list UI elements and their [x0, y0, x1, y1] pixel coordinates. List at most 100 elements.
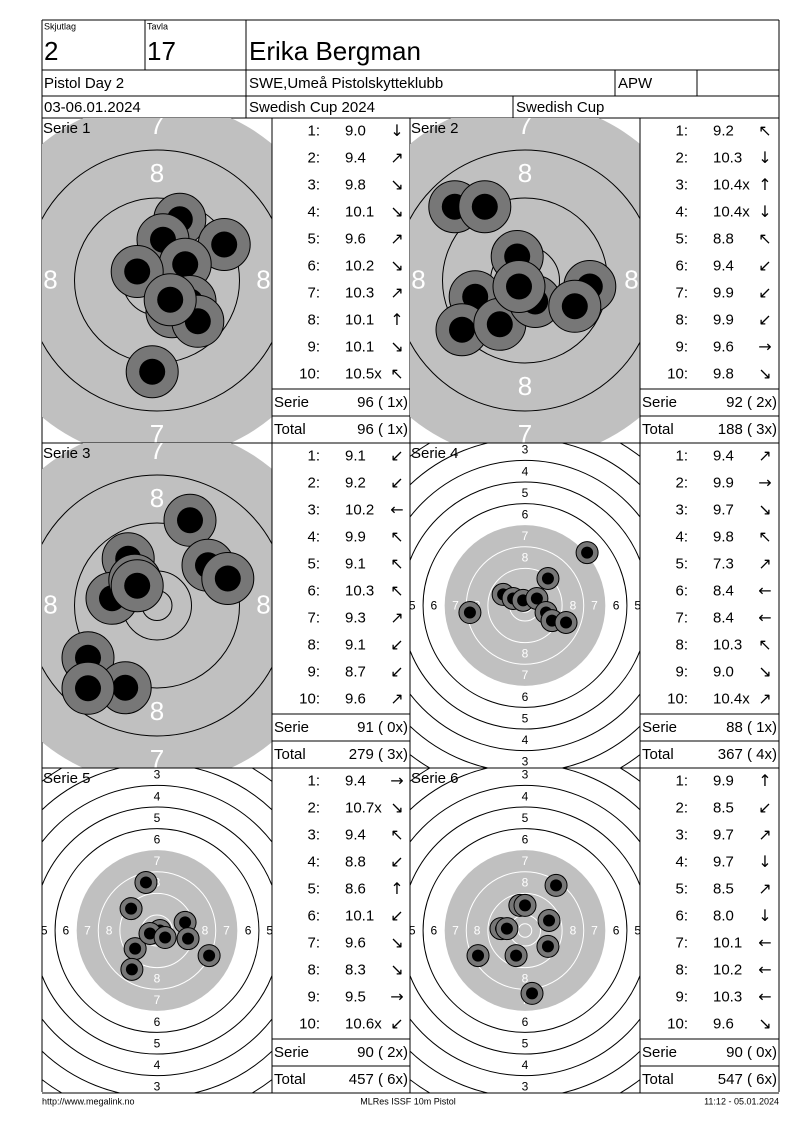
ring-label: 8	[522, 551, 529, 565]
shot-direction: ↘	[390, 798, 403, 817]
shot-score: 9.4	[713, 257, 734, 274]
total-score: 457 ( 6x)	[349, 1071, 408, 1088]
shot-score: 10.4x	[713, 203, 750, 220]
serie-score: 90 ( 2x)	[357, 1044, 408, 1061]
hit-inner	[526, 987, 539, 1000]
shot-score: 9.9	[713, 284, 734, 301]
hit-inner	[75, 675, 101, 702]
shot-score: 9.4	[345, 772, 366, 789]
shot-direction: ↖	[390, 554, 403, 573]
shot-number: 8:	[307, 961, 320, 978]
serie-label: Serie	[642, 719, 677, 736]
shot-direction: ↖	[758, 527, 771, 546]
serie-score: 92 ( 2x)	[726, 394, 777, 411]
hit-inner	[530, 592, 543, 605]
shot-score: 9.9	[345, 528, 366, 545]
total-label: Total	[274, 1071, 306, 1088]
ring-label: 8	[150, 696, 164, 726]
ring-label: 3	[522, 1080, 529, 1094]
target: 77778888Serie 3	[42, 443, 272, 768]
date: 03-06.01.2024	[44, 99, 141, 116]
shot-number: 8:	[675, 961, 688, 978]
ring-label: 5	[522, 811, 529, 825]
hit-inner	[561, 293, 588, 320]
shot-number: 1:	[307, 772, 320, 789]
shot-score: 9.9	[713, 311, 734, 328]
ring-label: 4	[522, 789, 529, 803]
hit-inner	[581, 546, 594, 559]
ring-label: 6	[613, 924, 620, 938]
skjutlag-label: Skjutlag	[44, 21, 76, 31]
ring-label: 5	[634, 924, 641, 938]
hit-inner	[159, 931, 172, 944]
ring-label: 4	[522, 1058, 529, 1072]
ring-label: 8	[518, 158, 532, 188]
shot-score: 10.4x	[713, 690, 750, 707]
shot-number: 7:	[307, 609, 320, 626]
shot-number: 4:	[307, 528, 320, 545]
shot-score: 10.3	[345, 284, 374, 301]
hit-inner	[112, 674, 139, 701]
shot-direction: ←	[758, 987, 771, 1006]
shot-direction: ↙	[758, 798, 771, 817]
shot-number: 3:	[675, 501, 688, 518]
ring-label: 7	[452, 924, 459, 938]
ring-label: 8	[256, 589, 270, 619]
ring-label: 8	[411, 264, 425, 294]
target: 333344445555666677778888Serie 6	[410, 768, 641, 1094]
hit-inner	[472, 949, 485, 962]
hit-inner	[157, 286, 184, 313]
shot-direction: ↓	[758, 202, 771, 221]
ring-label: 7	[522, 529, 529, 543]
ring-label: 8	[522, 972, 529, 986]
ring-label: 4	[154, 1058, 161, 1072]
shot-number: 4:	[675, 203, 688, 220]
shot-direction: ↘	[390, 933, 403, 952]
ring	[422, 828, 628, 1033]
shooter-name: Erika Bergman	[249, 36, 421, 66]
shot-number: 1:	[307, 447, 320, 464]
shot-direction: ←	[758, 960, 771, 979]
shot-score: 9.0	[713, 663, 734, 680]
ring-label: 6	[522, 690, 529, 704]
shot-number: 7:	[675, 609, 688, 626]
shot-number: 2:	[675, 149, 688, 166]
ring-label: 8	[106, 924, 113, 938]
shot-number: 5:	[307, 880, 320, 897]
shot-number: 2:	[307, 149, 320, 166]
shot-direction: ↖	[390, 364, 403, 383]
ring-label: 7	[591, 924, 598, 938]
hit-inner	[125, 902, 138, 915]
shot-direction: ↘	[758, 500, 771, 519]
shot-score: 10.6x	[345, 1015, 382, 1032]
shot-score: 10.2	[345, 501, 374, 518]
shot-number: 2:	[307, 474, 320, 491]
shot-direction: ↓	[758, 906, 771, 925]
ring-label: 6	[63, 924, 70, 938]
shot-score: 10.1	[713, 934, 742, 951]
shot-direction: ↙	[390, 906, 403, 925]
ring	[410, 149, 640, 412]
shot-score: 9.2	[713, 122, 734, 139]
shot-number: 3:	[307, 176, 320, 193]
shot-number: 1:	[675, 772, 688, 789]
hit-inner	[125, 963, 138, 976]
hit-inner	[462, 283, 489, 310]
total-label: Total	[274, 746, 306, 763]
shot-direction: ↘	[390, 202, 403, 221]
shot-score: 9.6	[345, 230, 366, 247]
shot-direction: ↗	[758, 554, 771, 573]
hit-inner	[560, 616, 573, 629]
shot-direction: ↗	[758, 689, 771, 708]
shot-number: 3:	[675, 176, 688, 193]
shot-number: 10:	[667, 1015, 688, 1032]
target: 333344445555666677778888Serie 4	[410, 443, 640, 768]
shot-direction: ↑	[758, 175, 771, 194]
ring-label: 8	[43, 589, 57, 619]
serie-label: Serie	[274, 394, 309, 411]
shot-direction: ↙	[758, 310, 771, 329]
shot-number: 9:	[675, 338, 688, 355]
shot-direction: ↖	[758, 121, 771, 140]
ring-label: 7	[518, 110, 532, 140]
